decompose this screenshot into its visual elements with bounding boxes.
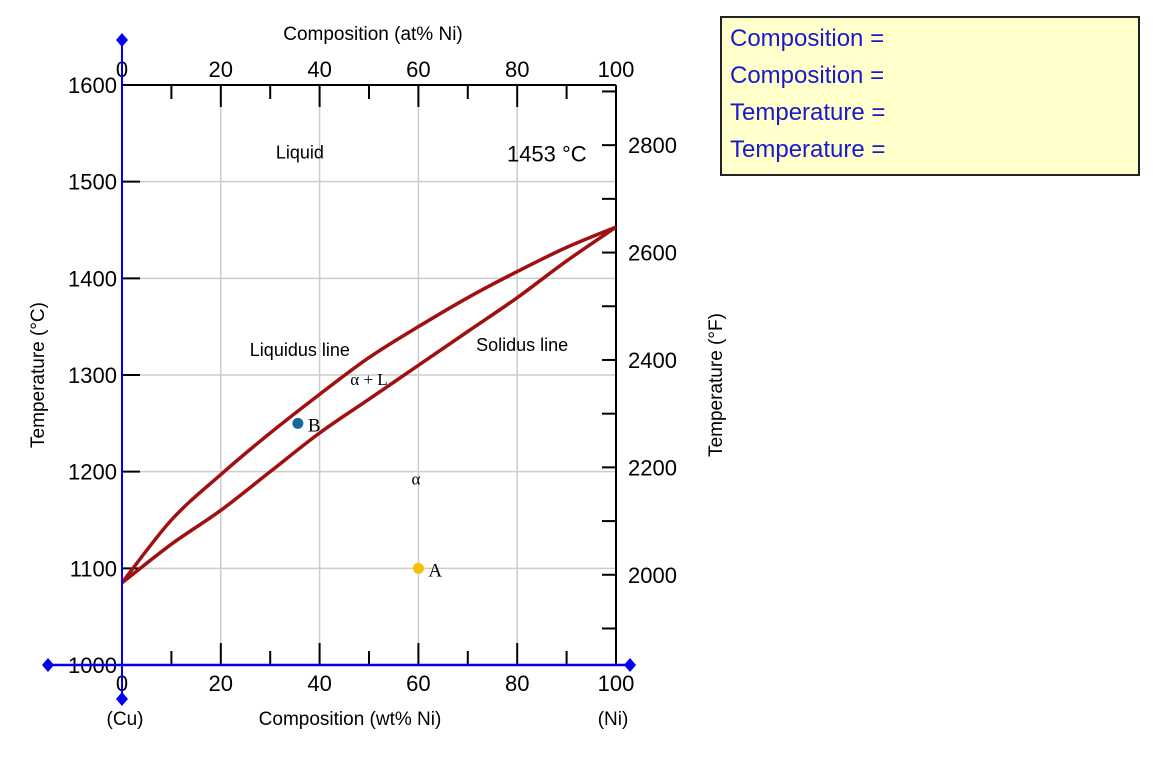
annotation-label: Solidus line	[476, 335, 568, 355]
y2-tick-label: 2400	[628, 348, 677, 373]
point-a	[412, 562, 424, 574]
x-tick-label: 80	[505, 671, 529, 696]
cursor-handle-bottom[interactable]	[116, 692, 128, 706]
x2-axis-label: Composition (at% Ni)	[283, 24, 463, 45]
cursor-handle-top[interactable]	[116, 33, 128, 47]
annotation-label: 1453 °C	[507, 142, 587, 167]
x2-tick-label: 100	[598, 57, 635, 82]
annotation-label: α	[411, 469, 420, 488]
liquidus-line	[120, 225, 617, 584]
composition-at-readout: Composition =	[730, 62, 885, 89]
point-label: B	[308, 415, 321, 436]
cu-end-label: (Cu)	[107, 709, 144, 730]
solidus-line	[120, 225, 617, 585]
ni-end-label: (Ni)	[598, 709, 629, 730]
temperature-f-readout: Temperature =	[730, 136, 886, 163]
annotation-label: Liquid	[276, 143, 324, 163]
y2-tick-label: 2800	[628, 133, 677, 158]
y2-tick-label: 2000	[628, 563, 677, 588]
annotation-label: α + L	[350, 370, 387, 389]
x2-tick-label: 20	[209, 57, 233, 82]
y-tick-label: 1600	[68, 73, 117, 98]
x-tick-label: 100	[598, 671, 635, 696]
x-tick-label: 20	[209, 671, 233, 696]
y-axis-label: Temperature (°C)	[28, 302, 49, 448]
temperature-c-readout: Temperature =	[730, 99, 886, 126]
x-tick-label: 40	[307, 671, 331, 696]
y2-axis-label: Temperature (°F)	[706, 313, 727, 457]
point-b	[292, 417, 304, 429]
x2-tick-label: 40	[307, 57, 331, 82]
point-label: A	[428, 560, 442, 581]
composition-wt-readout: Composition =	[730, 25, 885, 52]
y-tick-label: 1200	[68, 460, 117, 485]
y-tick-label: 1300	[68, 363, 117, 388]
cursor-handle-left[interactable]	[42, 658, 54, 672]
y2-tick-label: 2200	[628, 455, 677, 480]
cursor-handle-right[interactable]	[624, 658, 636, 672]
readout-panel: Composition = Composition = Temperature …	[720, 16, 1140, 176]
y-tick-label: 1500	[68, 170, 117, 195]
x2-tick-label: 80	[505, 57, 529, 82]
x-axis-label: Composition (wt% Ni)	[259, 709, 442, 730]
x2-tick-label: 60	[406, 57, 430, 82]
y-tick-label: 1400	[68, 266, 117, 291]
y-tick-label: 1100	[70, 556, 117, 581]
x-tick-label: 60	[406, 671, 430, 696]
annotation-label: Liquidus line	[250, 340, 350, 360]
y2-tick-label: 2600	[628, 241, 677, 266]
